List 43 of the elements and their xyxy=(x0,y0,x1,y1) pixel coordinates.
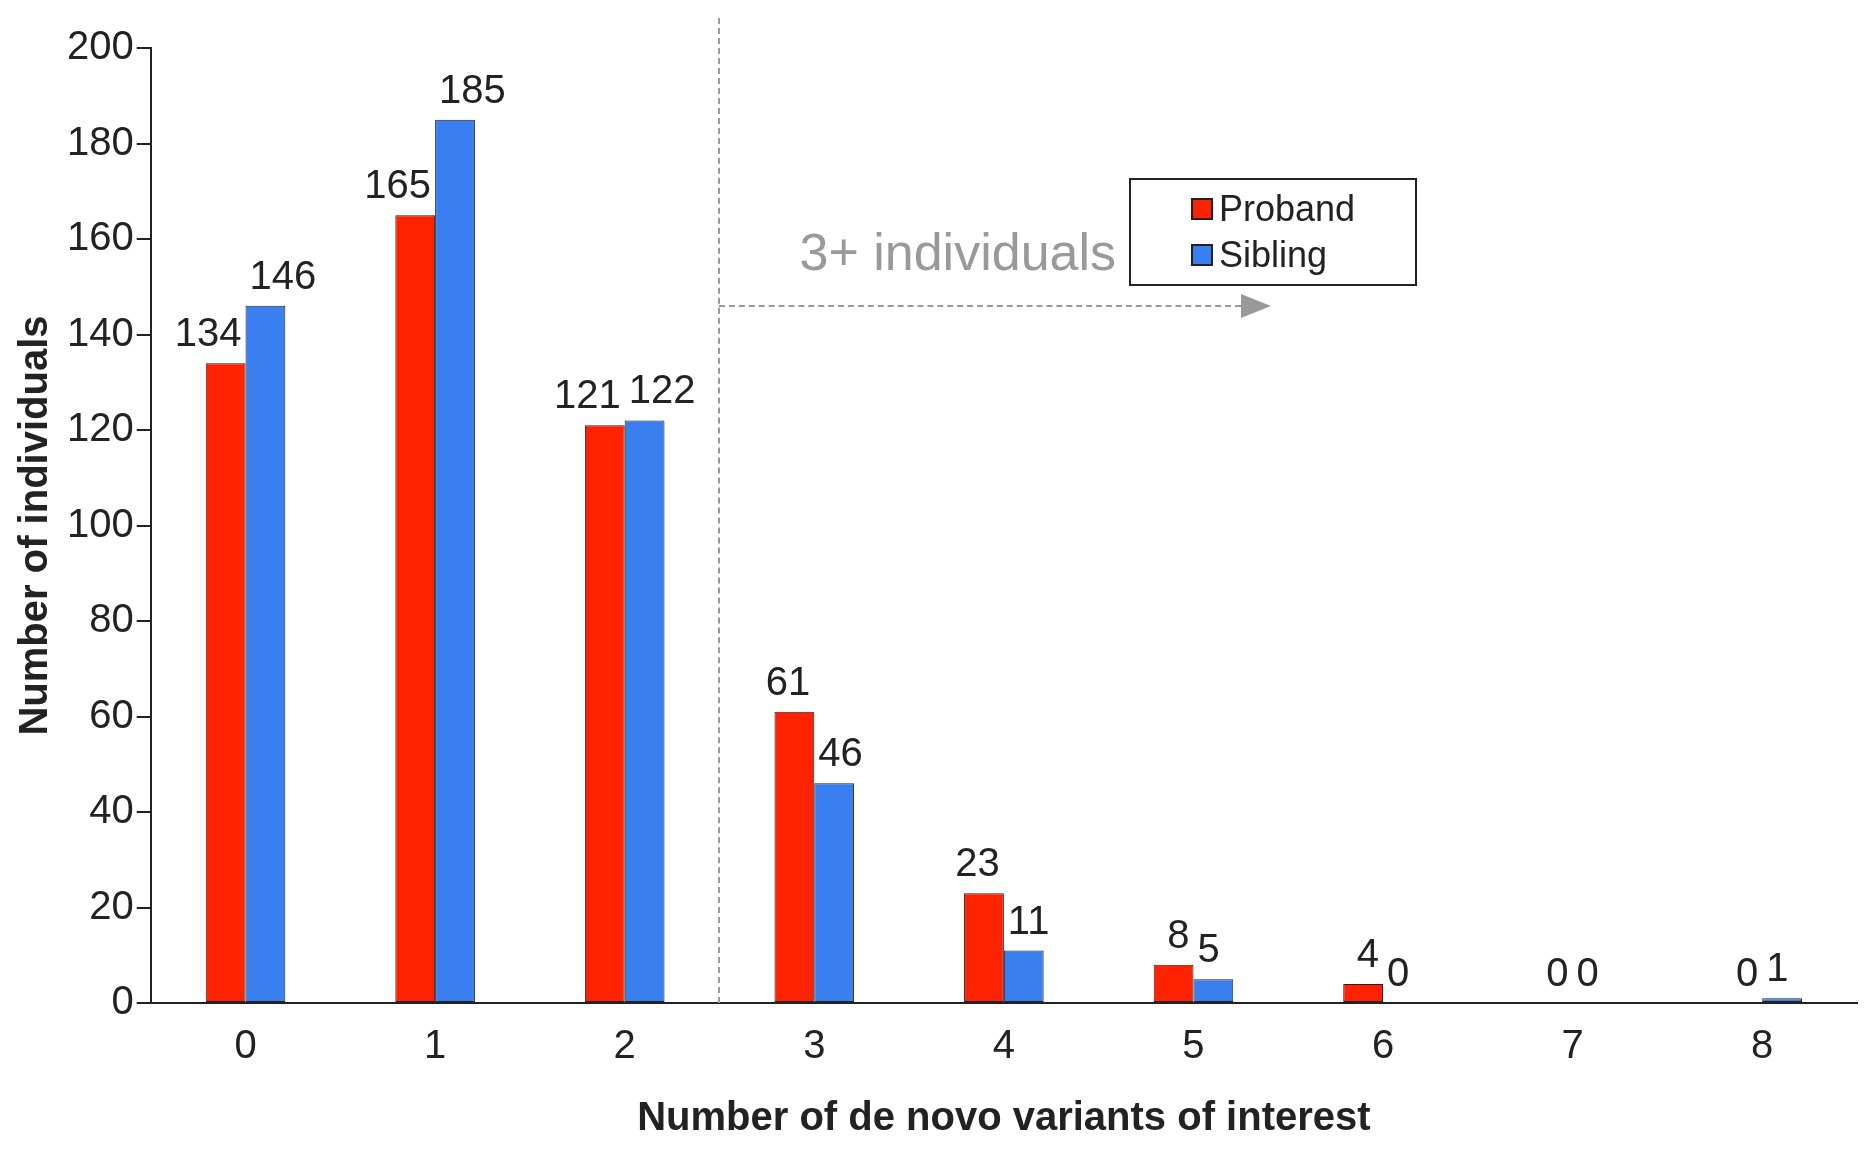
x-tick-label: 8 xyxy=(1751,1022,1774,1067)
data-label: 122 xyxy=(628,367,696,412)
data-label: 8 xyxy=(1167,911,1190,956)
data-label: 4 xyxy=(1356,930,1380,975)
y-tick-label: 140 xyxy=(66,309,134,354)
y-tick-label: 80 xyxy=(89,596,134,641)
data-label: 134 xyxy=(174,310,242,355)
y-axis-title: Number of individuals xyxy=(11,315,56,736)
data-label: 0 xyxy=(1387,950,1410,995)
x-axis-title: Number of de novo variants of interest xyxy=(637,1094,1371,1139)
data-label: 165 xyxy=(364,162,432,207)
data-label: 0 xyxy=(1576,950,1599,995)
x-tick-label: 4 xyxy=(992,1022,1015,1067)
x-tick-label: 1 xyxy=(423,1022,447,1067)
x-tick-label: 2 xyxy=(613,1022,636,1067)
x-tick-label: 0 xyxy=(234,1022,257,1067)
x-tick-label: 5 xyxy=(1182,1022,1205,1067)
data-label: 5 xyxy=(1197,926,1220,971)
data-label: 11 xyxy=(1007,897,1050,942)
data-label: 146 xyxy=(249,252,317,297)
legend-label: Sibling xyxy=(1218,233,1327,277)
data-label: 0 xyxy=(1735,950,1759,995)
y-tick-label: 200 xyxy=(66,23,134,68)
data-label: 0 xyxy=(1546,950,1569,995)
x-tick-label: 3 xyxy=(803,1022,826,1067)
annotation: 3+ individuals xyxy=(799,221,1117,282)
data-label: 61 xyxy=(765,658,811,703)
y-tick-label: 0 xyxy=(111,978,134,1023)
y-tick-label: 60 xyxy=(89,691,134,736)
data-label: 23 xyxy=(955,840,1000,885)
data-label: 46 xyxy=(818,730,863,775)
data-label: 121 xyxy=(553,372,621,417)
y-tick-label: 40 xyxy=(89,787,134,832)
data-label: 1 xyxy=(1766,945,1789,990)
y-tick-label: 160 xyxy=(66,214,134,259)
data-label: 185 xyxy=(439,66,506,111)
x-tick-label: 7 xyxy=(1561,1022,1584,1067)
x-tick-label: 6 xyxy=(1371,1022,1395,1067)
y-tick-label: 20 xyxy=(89,882,134,927)
y-tick-label: 100 xyxy=(66,500,134,545)
y-tick-label: 120 xyxy=(66,405,134,450)
y-tick-label: 180 xyxy=(66,118,134,163)
legend-label: Proband xyxy=(1218,187,1355,231)
